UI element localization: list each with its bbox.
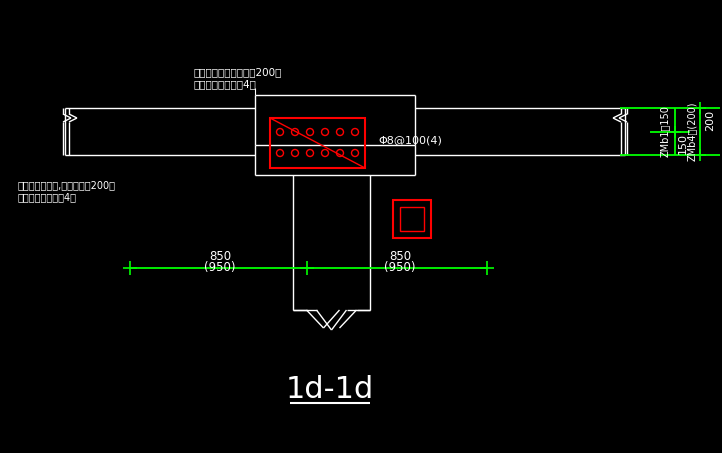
Text: 柱板底部构造筋,间距不大于200，: 柱板底部构造筋,间距不大于200， xyxy=(18,180,116,190)
Text: 且柱截面内不小于4根: 且柱截面内不小于4根 xyxy=(193,79,256,89)
Text: 且柱截面内不小于4根: 且柱截面内不小于4根 xyxy=(18,192,77,202)
Text: 板面通长筋间距不大于200，: 板面通长筋间距不大于200， xyxy=(193,67,282,77)
Text: ZMb4：(200): ZMb4：(200) xyxy=(687,101,697,161)
Text: ZMb1：150: ZMb1：150 xyxy=(660,105,670,157)
Text: 1d-1d: 1d-1d xyxy=(286,376,374,405)
Text: 200: 200 xyxy=(705,110,715,130)
Bar xyxy=(270,118,365,168)
Text: Φ8@100(4): Φ8@100(4) xyxy=(378,135,442,145)
Text: (950): (950) xyxy=(384,261,416,275)
Text: 850: 850 xyxy=(389,250,411,262)
Bar xyxy=(400,207,424,231)
Text: (950): (950) xyxy=(204,261,236,275)
Text: 850: 850 xyxy=(209,250,231,262)
Bar xyxy=(393,200,431,238)
Text: 150: 150 xyxy=(678,132,688,154)
